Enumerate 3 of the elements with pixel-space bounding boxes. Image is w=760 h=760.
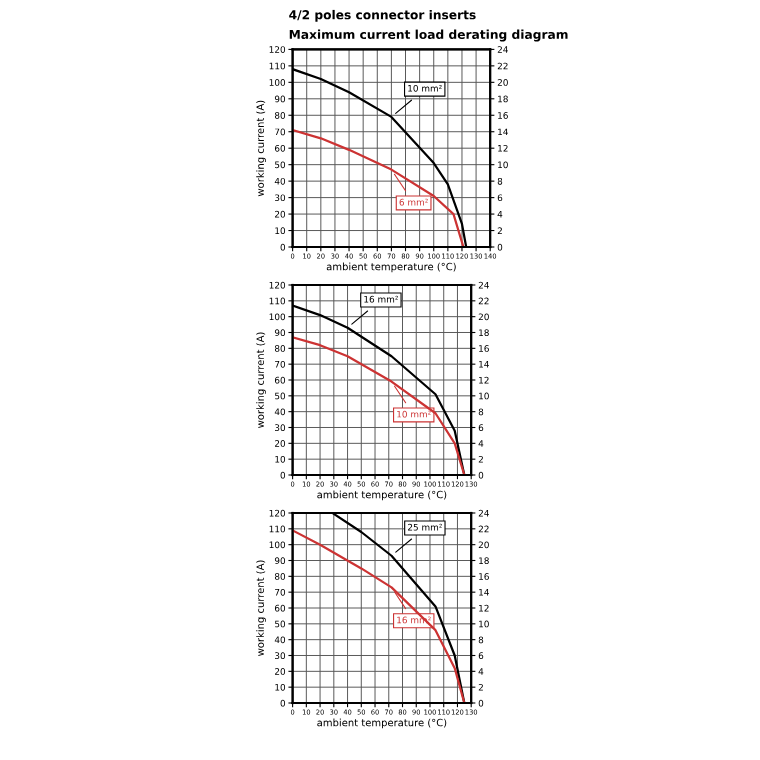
line-series xyxy=(292,336,466,475)
line-series xyxy=(292,128,465,247)
line-series xyxy=(292,529,466,703)
